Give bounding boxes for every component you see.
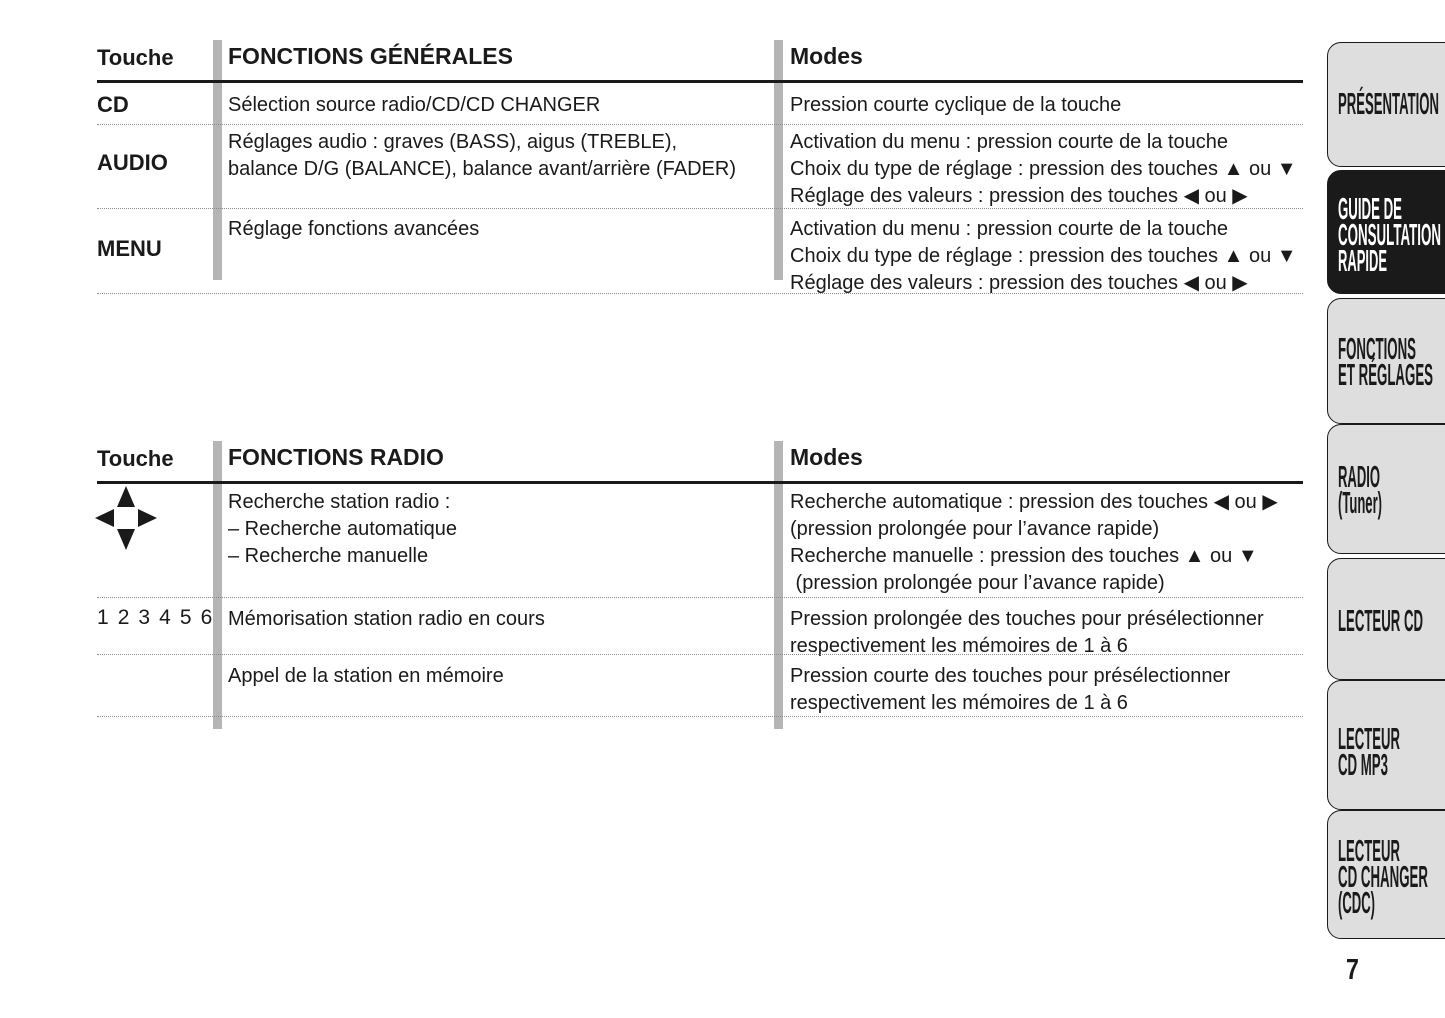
svg-text:(CDC): (CDC)	[1338, 885, 1375, 920]
svg-text:PRÉSENTATION: PRÉSENTATION	[1338, 86, 1439, 121]
svg-text:LECTEUR CD: LECTEUR CD	[1338, 603, 1423, 638]
svg-text:RAPIDE: RAPIDE	[1338, 243, 1387, 278]
svg-text:CD MP3: CD MP3	[1338, 747, 1388, 782]
svg-text:ET RÉGLAGES: ET RÉGLAGES	[1338, 357, 1433, 392]
svg-text:(Tuner): (Tuner)	[1338, 485, 1382, 520]
